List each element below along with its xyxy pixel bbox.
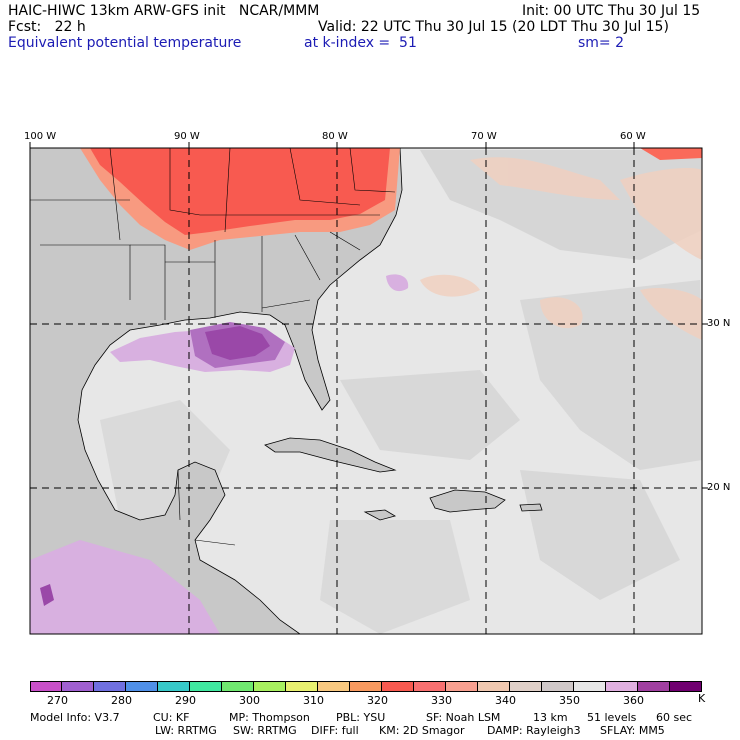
lat-label-20n: 20 N (707, 482, 731, 493)
footer-sw: SW: RRTMG (233, 724, 297, 737)
footer-timestep: 60 sec (656, 711, 693, 724)
colorbar-swatch (414, 681, 446, 692)
footer-sf: SF: Noah LSM (426, 711, 501, 724)
forecast-hour: Fcst: 22 h (8, 19, 86, 35)
colorbar-swatch (286, 681, 318, 692)
smoothing-label: sm= 2 (578, 35, 625, 51)
map-ticks (29, 142, 708, 489)
colorbar-label-320: 320 (367, 694, 388, 707)
colorbar-swatch (510, 681, 542, 692)
colorbar-label-350: 350 (559, 694, 580, 707)
theta-e-purple-core (40, 322, 285, 606)
lat-label-30n: 30 N (707, 318, 731, 329)
colorbar-label-330: 330 (431, 694, 452, 707)
colorbar-swatch (62, 681, 94, 692)
lon-label-70w: 70 W (471, 131, 497, 142)
colorbar-swatch (30, 681, 62, 692)
footer-cu: CU: KF (153, 711, 190, 724)
colorbar-swatch (222, 681, 254, 692)
colorbar-label-360: 360 (623, 694, 644, 707)
colorbar-swatch (350, 681, 382, 692)
title-line: HAIC-HIWC 13km ARW-GFS init NCAR/MMM (8, 3, 320, 19)
valid-time: Valid: 22 UTC Thu 30 Jul 15 (20 LDT Thu … (318, 19, 669, 35)
colorbar-frame (30, 681, 702, 692)
footer-damp: DAMP: Rayleigh3 (487, 724, 581, 737)
footer-model-info: Model Info: V3.7 (30, 711, 120, 724)
lon-label-80w: 80 W (322, 131, 348, 142)
colorbar-swatch (318, 681, 350, 692)
colorbar-swatch (158, 681, 190, 692)
land-masses (30, 148, 543, 634)
colorbar-swatch (606, 681, 638, 692)
colorbar-swatch (446, 681, 478, 692)
colorbar-swatch (190, 681, 222, 692)
colorbar-label-340: 340 (495, 694, 516, 707)
jamaica (363, 509, 397, 521)
theta-e-hot-region (80, 148, 702, 250)
map-frame (29, 147, 703, 635)
colorbar-swatch (382, 681, 414, 692)
colorbar-label-270: 270 (47, 694, 68, 707)
colorbar-label-310: 310 (303, 694, 324, 707)
colorbar-swatch (126, 681, 158, 692)
footer-pbl: PBL: YSU (336, 711, 386, 724)
footer-mp: MP: Thompson (229, 711, 310, 724)
theta-e-warm-bands (420, 157, 702, 340)
lon-label-90w: 90 W (174, 131, 200, 142)
hispaniola (429, 489, 506, 513)
colorbar-swatch (542, 681, 574, 692)
footer-diff: DIFF: full (311, 724, 359, 737)
field-name: Equivalent potential temperature (8, 35, 242, 51)
colorbar-swatch (478, 681, 510, 692)
colorbar-unit: K (698, 692, 706, 705)
north-america-land (30, 148, 403, 634)
footer-sflay: SFLAY: MM5 (600, 724, 665, 737)
colorbar-swatch (638, 681, 670, 692)
footer-lw: LW: RRTMG (155, 724, 217, 737)
init-time: Init: 00 UTC Thu 30 Jul 15 (522, 3, 701, 19)
colorbar-swatch (574, 681, 606, 692)
puerto-rico (519, 503, 543, 512)
lon-label-60w: 60 W (620, 131, 646, 142)
cuba (264, 437, 397, 473)
colorbar-label-280: 280 (111, 694, 132, 707)
level-label: at k-index = 51 (304, 35, 417, 51)
graticule (30, 148, 702, 634)
colorbar-swatch (94, 681, 126, 692)
footer-levels: 51 levels (587, 711, 637, 724)
colorbar-label-300: 300 (239, 694, 260, 707)
state-borders (30, 148, 396, 546)
colorbar-label-290: 290 (175, 694, 196, 707)
lon-label-100w: 100 W (24, 131, 57, 142)
colorbar-swatch (254, 681, 286, 692)
footer-resolution: 13 km (533, 711, 568, 724)
footer-km: KM: 2D Smagor (379, 724, 465, 737)
